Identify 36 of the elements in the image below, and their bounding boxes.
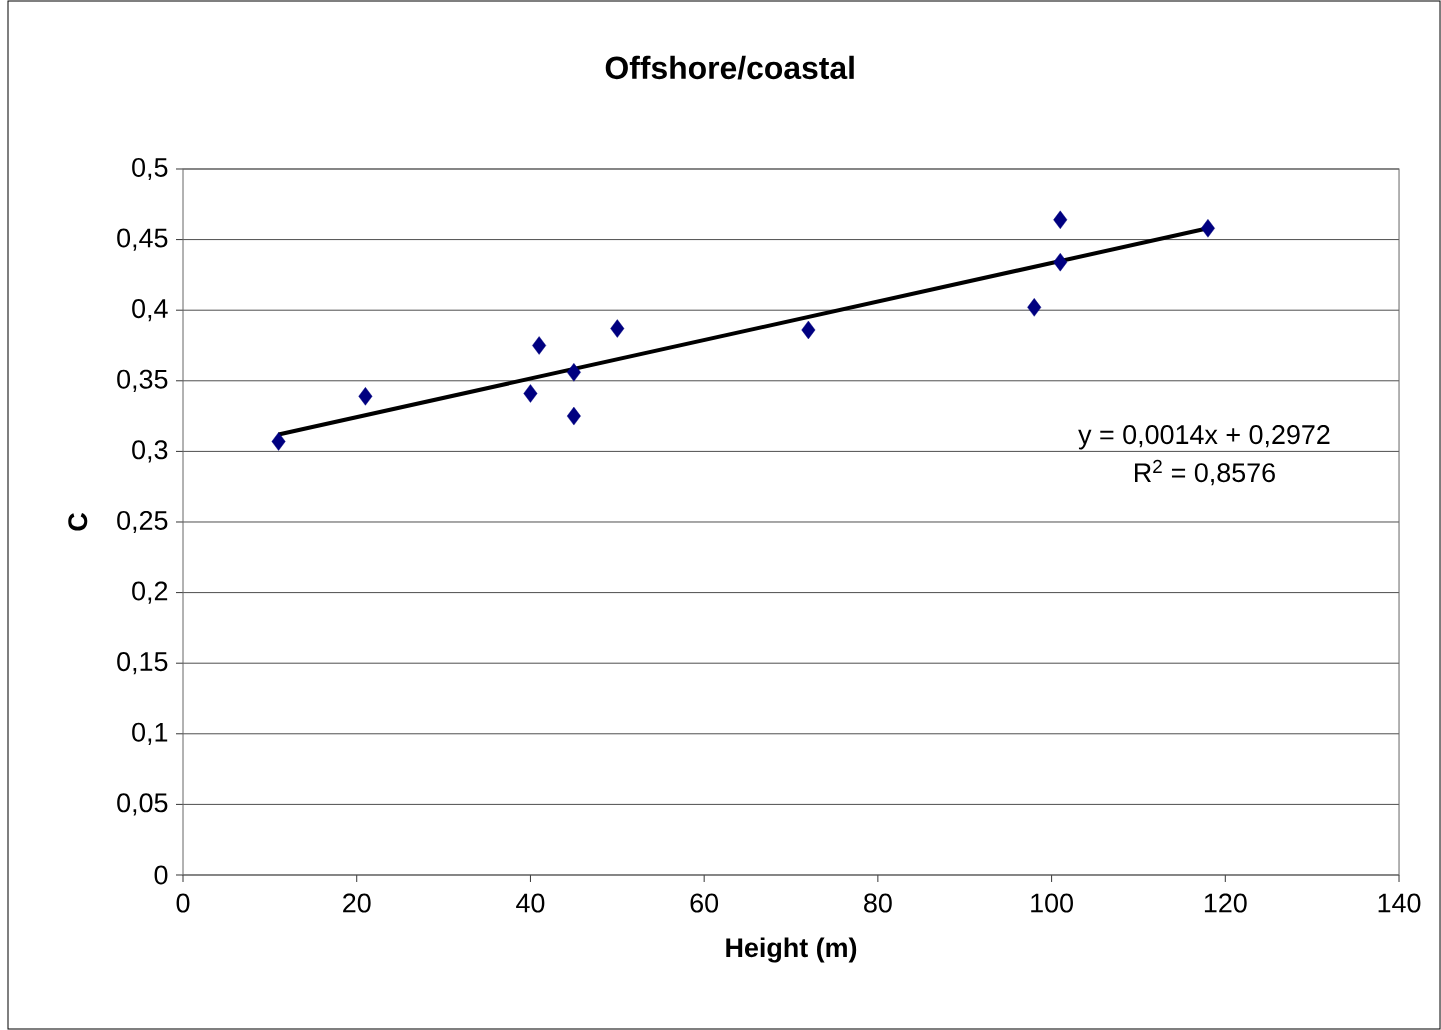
point xyxy=(610,319,625,338)
annotation: R$^{2}$ = 0,8576 xyxy=(1135,459,1275,486)
annotation: y = 0,0014x + 0,2972 xyxy=(1078,425,1330,450)
point xyxy=(358,387,373,406)
x-tick-label: 80 xyxy=(864,893,892,913)
y-tick-label: 0,5 xyxy=(132,157,168,181)
x-tick-label: 40 xyxy=(516,893,545,913)
y-tick-label: 0,35 xyxy=(117,369,168,392)
y-tick-label: 0,1 xyxy=(132,722,168,745)
point xyxy=(1027,298,1042,317)
x-tick-label: 0 xyxy=(176,893,190,913)
x-axis-title: Height (m) xyxy=(726,937,857,963)
point xyxy=(1053,210,1068,230)
point xyxy=(523,384,538,403)
y-tick-label: 0,3 xyxy=(132,440,168,463)
point xyxy=(532,336,547,355)
y-tick-label: 0,25 xyxy=(117,510,168,534)
y-tick-label: 0,45 xyxy=(117,228,168,251)
point xyxy=(566,406,581,426)
chart-title: Offshore/coastal xyxy=(605,55,854,80)
point xyxy=(1200,219,1215,238)
point xyxy=(566,363,581,382)
y-tick-label: 0 xyxy=(154,865,168,885)
point xyxy=(1053,252,1068,272)
y-axis-title: C xyxy=(68,513,88,531)
y-tick-label: 0,05 xyxy=(117,793,168,816)
x-tick-label: 20 xyxy=(343,893,371,913)
y-tick-label: 0,15 xyxy=(117,652,168,675)
point xyxy=(271,432,286,451)
x-tick-label: 120 xyxy=(1204,893,1247,913)
y-tick-label: 0,2 xyxy=(132,581,168,604)
x-tick-label: 100 xyxy=(1031,893,1073,913)
x-tick-label: 140 xyxy=(1378,893,1421,913)
y-tick-label: 0,4 xyxy=(132,299,168,322)
point xyxy=(801,320,816,340)
x-tick-label: 60 xyxy=(690,893,719,913)
